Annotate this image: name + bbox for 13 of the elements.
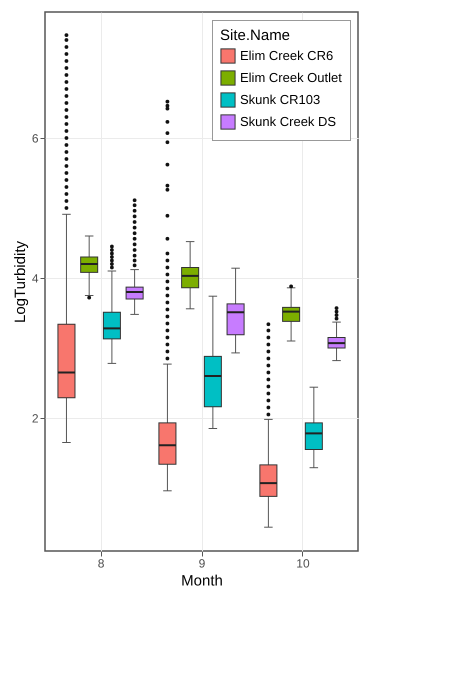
legend-label: Elim Creek CR6 (240, 48, 334, 63)
legend-label: Elim Creek Outlet (240, 70, 342, 85)
y-tick-label: 6 (32, 132, 39, 146)
legend-label: Skunk Creek DS (240, 114, 336, 129)
x-tick-label: 9 (198, 556, 206, 570)
x-tick-label: 10 (296, 556, 310, 570)
y-tick-label: 4 (32, 272, 39, 286)
x-axis-title: Month (181, 572, 223, 590)
x-tick-label: 8 (98, 556, 105, 570)
y-tick-label: 2 (32, 412, 39, 426)
legend-label: Skunk CR103 (240, 92, 320, 107)
legend-title: Site.Name (220, 27, 290, 44)
y-axis-title: LogTurbidity (12, 240, 29, 323)
